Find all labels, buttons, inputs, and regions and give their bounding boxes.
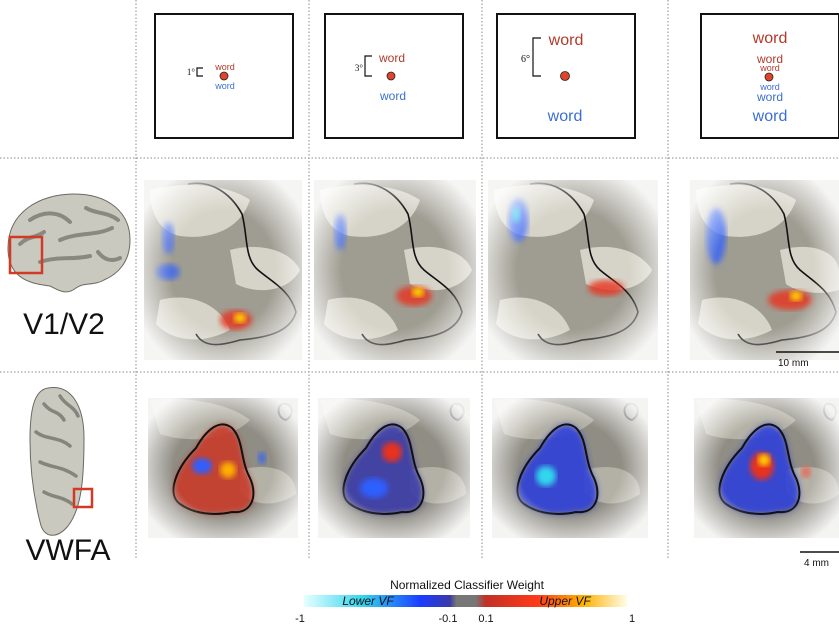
v1v2-map-2 bbox=[314, 180, 476, 360]
colorbar-title: Normalized Classifier Weight bbox=[390, 578, 544, 592]
v1v2-map-4 bbox=[690, 180, 839, 360]
bracket-label: 3° bbox=[355, 63, 364, 73]
stimulus-panel-1: 1° word word bbox=[154, 13, 294, 139]
grid-lines bbox=[0, 0, 839, 560]
stimulus-word-lower: word bbox=[214, 81, 235, 91]
stimulus-word-upper: word bbox=[548, 32, 584, 49]
stimulus-word: word bbox=[759, 63, 780, 73]
fixation-dot bbox=[560, 71, 570, 81]
vwfa-map-3 bbox=[492, 398, 648, 538]
colorbar-tick: 0.1 bbox=[478, 613, 493, 625]
stimulus-panel-2: 3° word word bbox=[324, 13, 464, 139]
scale-bar-label: 4 mm bbox=[804, 558, 829, 569]
v1v2-map-1 bbox=[144, 180, 302, 360]
vwfa-map-2 bbox=[318, 398, 470, 538]
roi-box-v1 bbox=[8, 235, 44, 275]
bracket-label: 6° bbox=[521, 54, 530, 65]
stimulus-word: word bbox=[756, 90, 783, 104]
fixation-dot bbox=[386, 71, 396, 81]
v1v2-map-3 bbox=[488, 180, 658, 360]
stimulus-word: word bbox=[752, 108, 788, 125]
stimulus-word: word bbox=[756, 52, 783, 66]
fixation-dot bbox=[219, 71, 229, 81]
stimulus-word-upper: word bbox=[378, 51, 405, 65]
fixation-dot bbox=[764, 72, 774, 82]
scale-bar-v1v2: 10 mm bbox=[776, 351, 839, 369]
colorbar-gradient bbox=[304, 595, 628, 607]
colorbar-upper-label: Upper VF bbox=[539, 594, 591, 608]
bracket-label: 1° bbox=[187, 67, 196, 77]
stimulus-word: word bbox=[759, 82, 780, 92]
stimulus-panel-4: word word word word word word bbox=[700, 13, 839, 139]
stimulus-panel-3: 6° word word bbox=[496, 13, 636, 139]
roi-box-vwfa bbox=[72, 487, 94, 509]
colorbar-lower-label: Lower VF bbox=[342, 594, 394, 608]
scale-bar-label: 10 mm bbox=[778, 358, 809, 369]
vwfa-map-1 bbox=[148, 398, 298, 538]
colorbar-tick: -0.1 bbox=[439, 613, 458, 625]
vwfa-map-4 bbox=[694, 398, 839, 538]
stimulus-word: word bbox=[752, 30, 788, 47]
scale-bar-vwfa: 4 mm bbox=[800, 551, 839, 569]
stimulus-word-lower: word bbox=[547, 108, 583, 125]
stimulus-word-upper: word bbox=[214, 62, 235, 72]
row-label-v1v2: V1/V2 bbox=[23, 308, 105, 341]
colorbar-tick: 1 bbox=[629, 613, 635, 625]
row-label-vwfa: VWFA bbox=[25, 534, 110, 567]
colorbar-tick: -1 bbox=[295, 613, 305, 625]
stimulus-word-lower: word bbox=[379, 89, 406, 103]
colorbar: Normalized Classifier Weight Lower VF Up… bbox=[295, 578, 635, 625]
brain-ventral-icon bbox=[29, 387, 94, 536]
brain-medial-icon bbox=[7, 193, 131, 293]
